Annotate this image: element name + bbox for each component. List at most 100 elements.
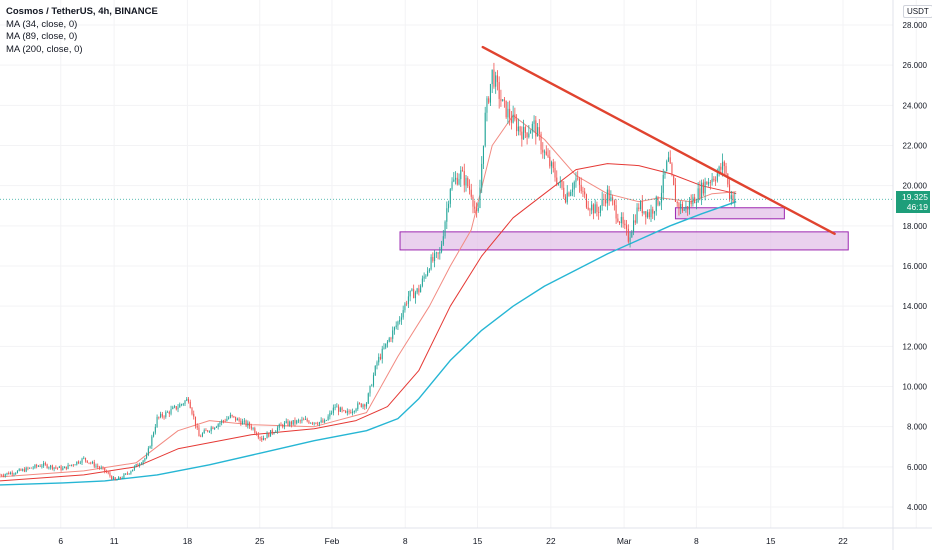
candle-body [730,195,732,200]
candle-body [167,411,169,413]
candle-body [669,157,671,164]
legend-ma200[interactable]: MA (200, close, 0) [6,43,83,55]
candle-body [545,151,547,155]
candle-body [362,404,364,407]
legend-symbol-title[interactable]: Cosmos / TetherUS, 4h, BINANCE [6,6,158,17]
candle-body [613,200,615,206]
candle-body [350,412,352,414]
candle-body [0,474,1,476]
candle-body [367,393,369,404]
candle-body [132,469,134,472]
y-tick-label: 20.000 [903,182,928,191]
candle-body [430,257,432,270]
candle-body [414,292,416,299]
x-tick-label: 8 [694,536,699,546]
candle-body [32,467,34,469]
candle-body [84,457,87,461]
candle-body [638,207,640,209]
x-tick-label: 6 [58,536,63,546]
candle-body [379,356,382,359]
candle-body [256,432,258,435]
candle-body [311,422,313,424]
candle-body [83,457,85,459]
candle-body [371,385,373,387]
candle-body [154,426,156,433]
candle-body [297,420,299,422]
candle-body [88,462,90,464]
candle-body [139,464,141,466]
candle-body [718,166,720,174]
x-tick-label: 15 [473,536,483,546]
currency-badge[interactable]: USDT [903,5,932,18]
candle-body [20,469,22,471]
candle-body [332,407,334,413]
candle-body [62,468,64,470]
candle-body [589,209,591,211]
candle-body [315,422,317,424]
candle-body [582,191,584,192]
candle-body [283,422,286,427]
candle-body [8,472,10,475]
candle-body [144,458,146,461]
candle-body [421,278,423,286]
candle-body [451,181,453,190]
candle-body [446,208,448,222]
candle-body [339,407,341,412]
candle-body [160,413,162,418]
candle-body [706,181,708,185]
candle-body [488,98,490,103]
candle-body [320,420,322,423]
candle-body [441,244,443,252]
candle-body [617,218,619,222]
y-tick-label: 22.000 [903,142,928,151]
candle-body [585,194,587,208]
candle-body [296,420,298,424]
candle-body [1,474,3,476]
x-tick-label: 25 [255,536,265,546]
bar-countdown: 46:19 [906,202,928,213]
y-tick-label: 8.000 [907,423,928,432]
candle-body [285,421,287,423]
candle-body [318,422,320,425]
candle-body [345,410,347,413]
candle-body [112,477,114,480]
candle-body [146,455,148,459]
candle-body [245,420,247,426]
candle-body [369,385,371,394]
candle-body [322,420,324,423]
candle-body [126,473,128,475]
candle-body [111,476,113,480]
candle-body [48,467,50,469]
candle-body [119,477,121,479]
candle-body [690,201,692,205]
candle-body [240,420,242,425]
candle-body [526,132,528,138]
candle-body [575,178,577,183]
legend-ma89[interactable]: MA (89, close, 0) [6,31,78,42]
candle-body [109,473,111,477]
candle-body [427,271,429,276]
candle-body [180,404,183,405]
candle-body [400,317,402,320]
last-price-tag: 19.325 46:19 [896,191,930,214]
candle-body [303,419,305,421]
candle-body [72,464,74,466]
candle-body [554,168,556,178]
candle-body [622,216,624,224]
candle-body [395,325,397,328]
candle-body [13,473,15,475]
candle-body [584,191,586,195]
candle-body [537,127,539,137]
candle-body [660,192,663,203]
candle-body [254,428,256,433]
candle-body [641,201,643,214]
candle-body [23,469,25,472]
candle-body [723,161,725,167]
support-zone [674,207,785,220]
candle-body [549,156,551,167]
candle-body [720,166,722,170]
candle-body [470,189,472,197]
candle-body [402,310,404,318]
legend-ma34[interactable]: MA (34, close, 0) [6,18,78,30]
